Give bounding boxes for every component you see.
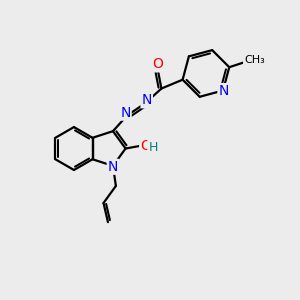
Text: O: O: [140, 139, 151, 153]
Text: N: N: [120, 106, 131, 120]
Text: N: N: [218, 84, 229, 98]
Text: N: N: [108, 160, 118, 174]
Text: N: N: [142, 93, 152, 107]
Text: CH₃: CH₃: [244, 55, 265, 65]
Text: H: H: [148, 141, 158, 154]
Text: O: O: [152, 57, 163, 71]
